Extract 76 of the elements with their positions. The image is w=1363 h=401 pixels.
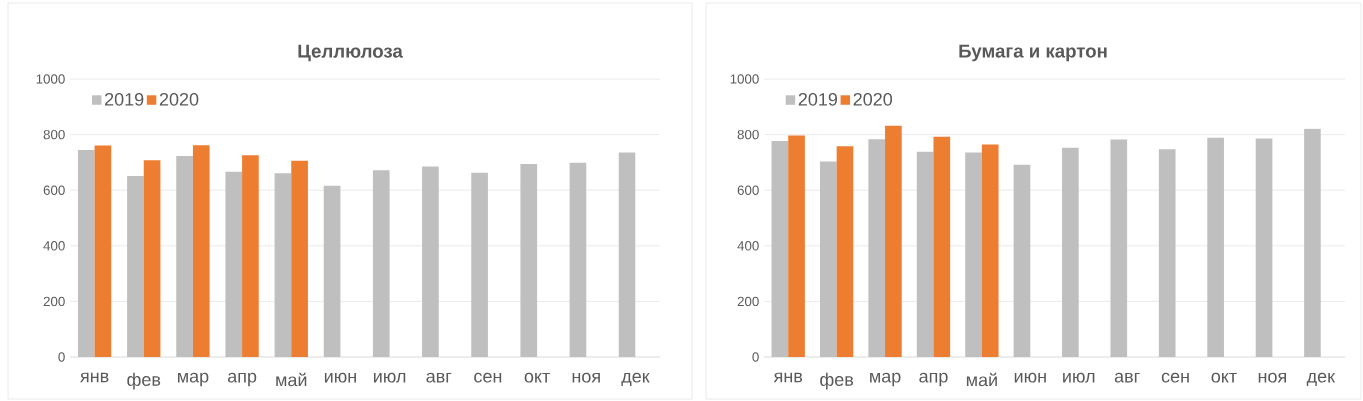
y-tick-label: 0	[58, 352, 65, 362]
x-tick-label: ноя	[1258, 372, 1286, 383]
y-tick-label: 800	[737, 129, 759, 140]
bar	[981, 144, 999, 357]
x-tick-label: авг	[1114, 372, 1140, 383]
bar	[1255, 138, 1273, 357]
bar	[788, 135, 805, 357]
bar	[1304, 128, 1321, 357]
x-tick-label: авг	[426, 372, 452, 383]
x-tick-label: мар	[870, 372, 901, 387]
bar	[1158, 149, 1176, 357]
bar	[569, 162, 587, 357]
x-tick-label: июл	[374, 372, 406, 383]
bar	[965, 152, 982, 357]
x-tick-label: апр	[227, 372, 257, 387]
y-tick-label: 200	[737, 296, 759, 307]
legend-label: 2020	[159, 92, 199, 106]
y-tick-label: 600	[43, 185, 65, 195]
bar	[176, 156, 193, 357]
legend-label: 2019	[105, 92, 144, 106]
x-tick-label: дек	[621, 372, 650, 387]
y-tick-label: 0	[752, 352, 759, 362]
bar	[933, 136, 951, 357]
chart-title: Бумага и картон	[959, 44, 1107, 62]
bar	[916, 151, 934, 357]
bar	[192, 145, 210, 357]
bar	[771, 140, 789, 357]
y-tick-label: 600	[737, 185, 759, 195]
bar	[1062, 147, 1079, 357]
x-tick-label: фев	[127, 372, 161, 390]
x-tick-label: сен	[474, 372, 502, 383]
bar	[520, 164, 538, 357]
y-tick-label: 1000	[36, 74, 65, 84]
bar	[471, 172, 488, 357]
x-tick-label: янв	[80, 372, 109, 383]
bar	[291, 160, 308, 357]
x-tick-label: май	[276, 372, 307, 387]
bar	[242, 155, 259, 357]
x-tick-label: июн	[324, 372, 356, 383]
x-tick-label: окт	[1211, 372, 1237, 383]
y-tick-label: 400	[737, 241, 759, 251]
bar	[225, 171, 243, 357]
bar	[868, 139, 886, 357]
bar	[1110, 139, 1128, 357]
x-tick-label: июл	[1063, 372, 1095, 383]
x-tick-label: фев	[820, 372, 854, 390]
bar	[1207, 137, 1224, 357]
bar	[274, 173, 292, 357]
bar	[885, 125, 902, 357]
legend-label: 2019	[798, 92, 838, 106]
y-tick-label: 200	[43, 296, 65, 307]
x-tick-label: июн	[1014, 372, 1046, 383]
x-tick-label: май	[966, 372, 997, 387]
bar	[422, 166, 439, 357]
bar	[94, 145, 112, 357]
legend-label: 2020	[853, 92, 893, 106]
x-tick-label: мар	[177, 372, 209, 387]
x-tick-label: янв	[773, 372, 803, 383]
bar	[618, 152, 636, 357]
x-tick-label: окт	[524, 372, 550, 383]
y-tick-label: 800	[43, 129, 65, 140]
bar	[819, 161, 837, 357]
bar	[1013, 164, 1031, 357]
bar	[77, 149, 95, 357]
y-tick-label: 1000	[730, 74, 759, 84]
chart-title: Целлюлоза	[298, 44, 403, 62]
x-tick-label: дек	[1306, 372, 1336, 387]
bar	[127, 176, 144, 357]
bar	[143, 160, 161, 357]
bar	[372, 170, 390, 357]
x-tick-label: сен	[1161, 372, 1189, 383]
y-tick-label: 400	[43, 241, 65, 251]
x-tick-label: ноя	[572, 372, 600, 383]
x-tick-label: апр	[919, 372, 948, 387]
bar	[323, 185, 341, 357]
bar	[836, 146, 854, 357]
